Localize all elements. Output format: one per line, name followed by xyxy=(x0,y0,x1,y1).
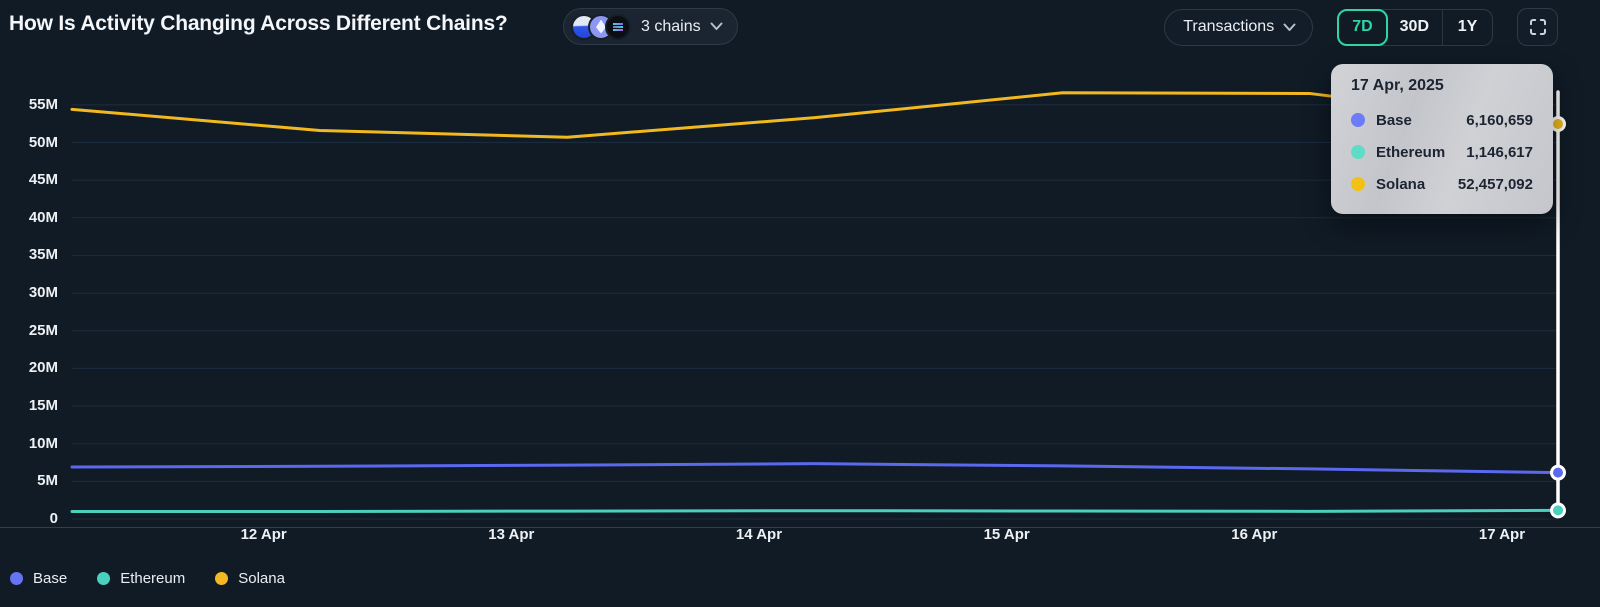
tooltip-series-value: 1,146,617 xyxy=(1466,143,1533,161)
x-axis-tick: 12 Apr xyxy=(240,526,287,543)
legend-label: Ethereum xyxy=(120,570,186,587)
tooltip-series-name: Base xyxy=(1376,111,1412,129)
endpoint-dot-base xyxy=(1550,464,1566,481)
legend-label: Solana xyxy=(238,570,285,587)
tooltip-rows: Base 6,160,659 Ethereum 1,146,617 Solana 52,4… xyxy=(1351,104,1533,200)
endpoint-dot-ethereum xyxy=(1550,502,1566,519)
chart-legend: Base Ethereum Solana xyxy=(10,570,285,587)
header: How Is Activity Changing Across Differen… xyxy=(0,0,1600,52)
legend-dot xyxy=(97,572,111,585)
x-axis-tick: 17 Apr xyxy=(1478,526,1526,543)
tooltip-date: 17 Apr, 2025 xyxy=(1351,77,1444,94)
page-title: How Is Activity Changing Across Differen… xyxy=(9,12,508,35)
hover-tooltip: 17 Apr, 2025 Base 6,160,659 Ethereum 1,146,… xyxy=(1331,64,1553,214)
tooltip-series-value: 52,457,092 xyxy=(1457,175,1533,193)
range-button-group: 7D 30D 1Y xyxy=(1337,8,1493,46)
tooltip-row: Ethereum 1,146,617 xyxy=(1351,136,1533,168)
tooltip-series-value: 6,160,659 xyxy=(1466,111,1533,129)
y-axis-tick: 25M xyxy=(28,321,58,339)
header-controls: Transactions 7D 30D 1Y xyxy=(1164,8,1558,46)
y-axis-tick: 55M xyxy=(28,95,58,113)
chevron-down-icon xyxy=(1283,23,1296,31)
legend-item-base[interactable]: Base xyxy=(10,570,67,587)
tooltip-row: Solana 52,457,092 xyxy=(1351,168,1533,200)
tooltip-series-dot xyxy=(1351,177,1365,191)
x-axis-tick: 16 Apr xyxy=(1231,526,1278,543)
fullscreen-icon xyxy=(1529,19,1546,35)
legend-item-solana[interactable]: Solana xyxy=(215,570,285,587)
tooltip-series-dot xyxy=(1351,113,1365,127)
tooltip-series-dot xyxy=(1351,145,1365,159)
legend-dot xyxy=(10,572,23,585)
legend-label: Base xyxy=(33,570,68,587)
x-axis-tick: 15 Apr xyxy=(983,526,1030,543)
x-axis-tick: 13 Apr xyxy=(488,526,535,543)
chains-selector-label: 3 chains xyxy=(641,17,701,35)
line-chart-plot[interactable] xyxy=(0,0,1600,560)
y-axis-tick: 35M xyxy=(28,246,58,264)
chains-selector[interactable]: 3 chains xyxy=(563,8,738,45)
tooltip-series-name: Ethereum xyxy=(1376,143,1446,161)
y-axis-tick: 5M xyxy=(37,472,58,490)
y-axis-tick: 45M xyxy=(28,171,58,189)
x-axis-tick: 14 Apr xyxy=(735,526,783,543)
legend-item-ethereum[interactable]: Ethereum xyxy=(97,570,185,587)
range-button-30d[interactable]: 30D xyxy=(1399,18,1429,35)
range-button-7d[interactable]: 7D xyxy=(1337,8,1388,46)
y-axis-tick: 40M xyxy=(28,208,58,226)
metric-dropdown[interactable]: Transactions xyxy=(1164,8,1314,46)
solana-icon xyxy=(605,13,631,40)
x-axis-line xyxy=(0,527,1600,528)
chain-icons-group xyxy=(571,13,631,40)
chevron-down-icon xyxy=(710,22,723,30)
range-button-1y[interactable]: 1Y xyxy=(1442,9,1492,45)
series-line-ethereum xyxy=(70,508,1560,513)
y-axis-tick: 0 xyxy=(49,510,58,527)
legend-dot xyxy=(215,572,229,585)
y-axis-tick: 30M xyxy=(28,284,58,302)
y-axis-tick: 20M xyxy=(28,359,58,377)
metric-dropdown-label: Transactions xyxy=(1183,18,1275,35)
tooltip-row: Base 6,160,659 xyxy=(1351,104,1533,136)
tooltip-series-name: Solana xyxy=(1376,175,1426,193)
y-axis-tick: 15M xyxy=(28,397,58,415)
series-line-base xyxy=(70,462,1560,475)
endpoint-dot-solana xyxy=(1550,115,1566,132)
y-axis-tick: 10M xyxy=(28,434,58,452)
y-axis-tick: 50M xyxy=(28,133,58,151)
series-line-solana xyxy=(70,91,1560,139)
fullscreen-button[interactable] xyxy=(1517,8,1558,46)
